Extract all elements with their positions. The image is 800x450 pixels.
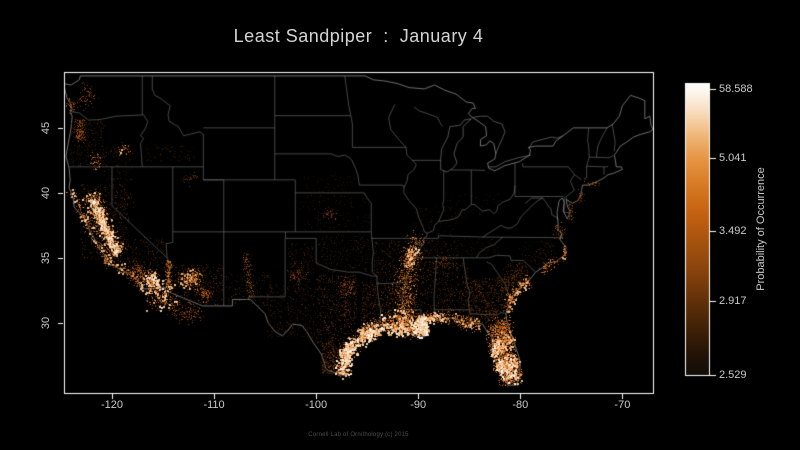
colorbar-tick-label: 2.917: [719, 295, 747, 308]
y-axis-tick-label: 40: [40, 186, 52, 199]
colorbar-tick-label: 2.529: [719, 369, 747, 381]
x-axis-tick-label: -100: [305, 399, 328, 411]
x-axis-tick-label: -110: [203, 399, 225, 411]
colorbar-tick-label: 5.041: [719, 152, 747, 165]
x-axis-tick-label: -80: [512, 399, 529, 411]
colorbar-tick-label: 3.492: [719, 225, 747, 238]
y-axis-tick-label: 30: [40, 316, 52, 329]
x-axis-tick-label: -120: [100, 399, 123, 411]
y-axis-tick-label: 35: [40, 251, 52, 264]
x-axis-tick-label: -90: [410, 399, 427, 411]
x-axis-tick-label: -70: [614, 399, 631, 411]
y-axis-tick-label: 45: [40, 121, 52, 134]
colorbar-tick-label: 58.588: [719, 83, 753, 96]
credit-text: Cornell Lab of Ornithology (c) 2015: [308, 432, 409, 438]
figure-title: Least Sandpiper : January 4: [233, 26, 484, 46]
colorbar-title: Probability of Occurrence: [755, 167, 767, 291]
